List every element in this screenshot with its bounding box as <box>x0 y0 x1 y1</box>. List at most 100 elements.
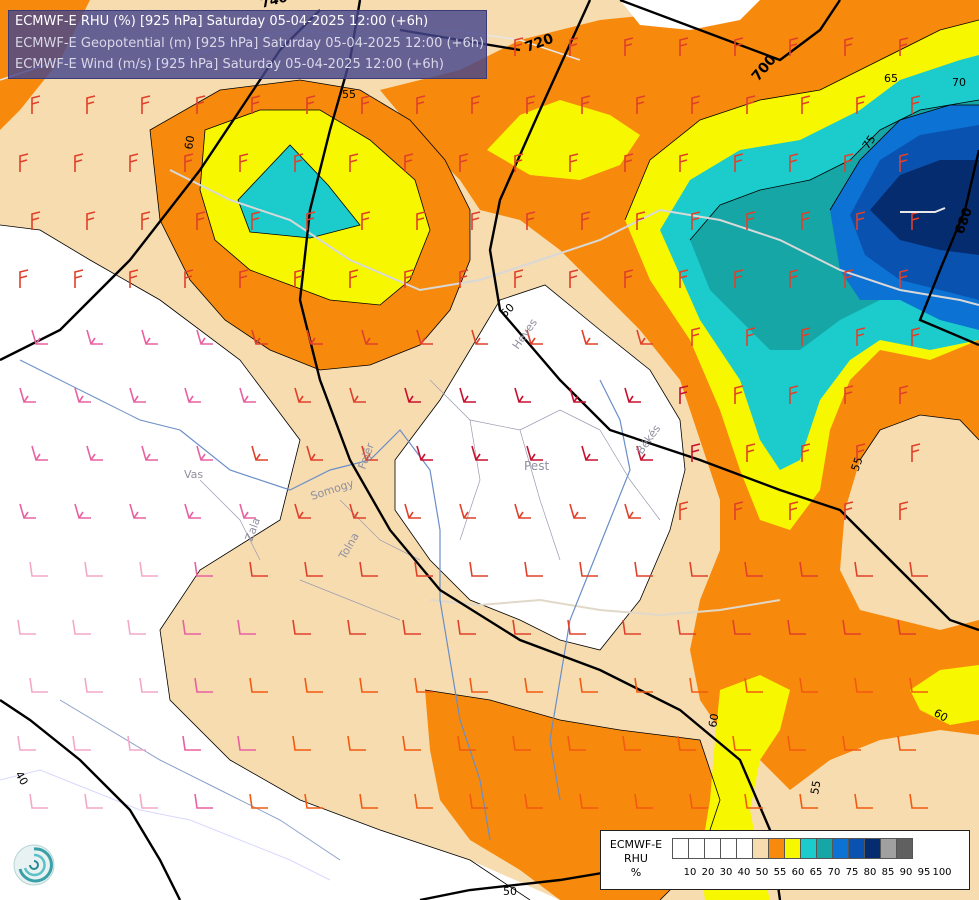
wind-barb-icon <box>19 503 36 519</box>
wind-barb-stroke <box>72 735 91 751</box>
wind-barb-icon <box>732 619 751 635</box>
wind-barb-icon <box>194 677 213 693</box>
wind-barb-icon <box>801 95 811 114</box>
wind-barb-icon <box>86 445 103 461</box>
rh-contour-60-nw <box>149 79 471 371</box>
wind-barb-icon <box>732 735 751 751</box>
wind-barb-stroke <box>414 561 433 577</box>
wind-barb-stroke <box>789 501 799 520</box>
legend-swatch <box>704 838 721 859</box>
wind-barb-icon <box>251 445 268 461</box>
wind-barb-icon <box>569 503 586 519</box>
wind-barb-icon <box>746 443 756 462</box>
wind-barb-stroke <box>734 385 744 404</box>
rh-contour-65-ne <box>624 19 979 221</box>
wind-barb-icon <box>744 677 763 693</box>
wind-barb-stroke <box>249 677 268 693</box>
rh-contour-55-e <box>859 414 979 461</box>
wind-barb-icon <box>184 387 201 403</box>
wind-barbs-layer <box>17 37 946 809</box>
wind-barb-icon <box>734 269 744 288</box>
wind-barb-icon <box>294 269 304 288</box>
wind-barb-stroke <box>184 269 194 288</box>
wind-barb-icon <box>306 211 316 230</box>
wind-barb-icon <box>31 445 48 461</box>
wind-barb-stroke <box>801 327 811 346</box>
wind-barb-icon <box>679 37 689 56</box>
legend-tick-label: 90 <box>899 867 913 878</box>
title-geopotential: ECMWF-E Geopotential (m) [925 hPa] Satur… <box>15 36 485 51</box>
wind-barb-stroke <box>909 793 928 809</box>
wind-barb-icon <box>900 207 946 213</box>
wind-barb-stroke <box>129 269 139 288</box>
wind-barb-icon <box>897 735 916 751</box>
wind-barb-stroke <box>237 735 256 751</box>
wind-barb-stroke <box>72 619 91 635</box>
wind-barb-stroke <box>84 793 103 809</box>
wind-barb-stroke <box>512 619 531 635</box>
wind-barb-stroke <box>569 153 579 172</box>
wind-barb-icon <box>349 269 359 288</box>
wind-barb-icon <box>306 95 316 114</box>
rh-below-50-west <box>0 225 530 900</box>
legend-swatch <box>784 838 801 859</box>
wind-barb-stroke <box>514 387 531 403</box>
wind-barb-stroke <box>86 95 96 114</box>
wind-barb-stroke <box>141 95 151 114</box>
wind-barb-stroke <box>567 735 586 751</box>
wind-barb-stroke <box>799 677 818 693</box>
wind-barb-stroke <box>679 153 689 172</box>
wind-barb-icon <box>402 735 421 751</box>
wind-barb-stroke <box>787 619 806 635</box>
wind-barb-stroke <box>194 677 213 693</box>
legend-swatch <box>768 838 785 859</box>
rh-65-east <box>910 665 979 725</box>
rh-65-top <box>487 100 640 180</box>
wind-barb-icon <box>524 677 543 693</box>
wind-barb-stroke <box>581 95 591 114</box>
wind-barb-stroke <box>634 561 653 577</box>
wind-barb-icon <box>249 561 268 577</box>
label-geo-740: 740 <box>259 0 289 12</box>
wind-barb-icon <box>361 329 378 345</box>
wind-barb-stroke <box>581 445 598 461</box>
wind-barb-stroke <box>129 387 146 403</box>
wind-barb-stroke <box>139 561 158 577</box>
wind-barb-icon <box>292 735 311 751</box>
wind-barb-icon <box>31 329 48 345</box>
wind-barb-stroke <box>459 153 469 172</box>
wind-barb-stroke <box>624 503 641 519</box>
wind-barb-stroke <box>249 561 268 577</box>
wind-barb-stroke <box>526 95 536 114</box>
wind-barb-icon <box>304 561 323 577</box>
wind-barb-icon <box>414 561 433 577</box>
wind-barb-icon <box>404 269 414 288</box>
wind-barb-stroke <box>292 619 311 635</box>
wind-barb-stroke <box>514 153 524 172</box>
wind-barb-stroke <box>579 793 598 809</box>
wind-barb-stroke <box>239 153 249 172</box>
wind-barb-icon <box>84 793 103 809</box>
label-rh-70: 70 <box>952 76 966 89</box>
wind-barb-icon <box>801 327 811 346</box>
wind-barb-stroke <box>141 329 158 345</box>
legend-tick-label: 10 <box>683 867 697 878</box>
wind-barb-stroke <box>844 37 854 56</box>
wind-barb-stroke <box>844 501 854 520</box>
wind-barb-stroke <box>689 793 708 809</box>
wind-barb-stroke <box>347 619 366 635</box>
wind-barb-stroke <box>251 95 261 114</box>
wind-barb-icon <box>899 153 909 172</box>
wind-barb-icon <box>196 329 213 345</box>
wind-barb-icon <box>856 327 866 346</box>
wind-barb-icon <box>789 37 799 56</box>
rh-contour-65-nw <box>199 109 431 306</box>
label-rh-60-a: 60 <box>182 134 197 150</box>
wind-barb-stroke <box>251 211 261 230</box>
wind-barb-icon <box>19 153 29 172</box>
wind-barb-stroke <box>361 95 371 114</box>
wind-barb-stroke <box>359 677 378 693</box>
wind-barb-icon <box>909 561 928 577</box>
wind-barb-stroke <box>457 735 476 751</box>
wind-barb-icon <box>457 619 476 635</box>
